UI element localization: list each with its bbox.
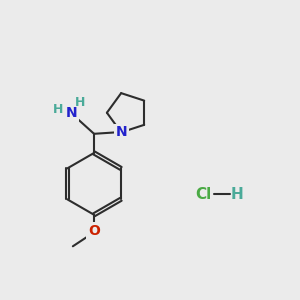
Text: H: H: [74, 95, 85, 109]
Text: H: H: [53, 103, 63, 116]
Text: N: N: [115, 125, 127, 139]
Text: O: O: [88, 224, 100, 238]
Text: Cl: Cl: [195, 187, 211, 202]
Text: N: N: [66, 106, 77, 120]
Text: H: H: [230, 187, 243, 202]
Text: N: N: [115, 125, 127, 139]
